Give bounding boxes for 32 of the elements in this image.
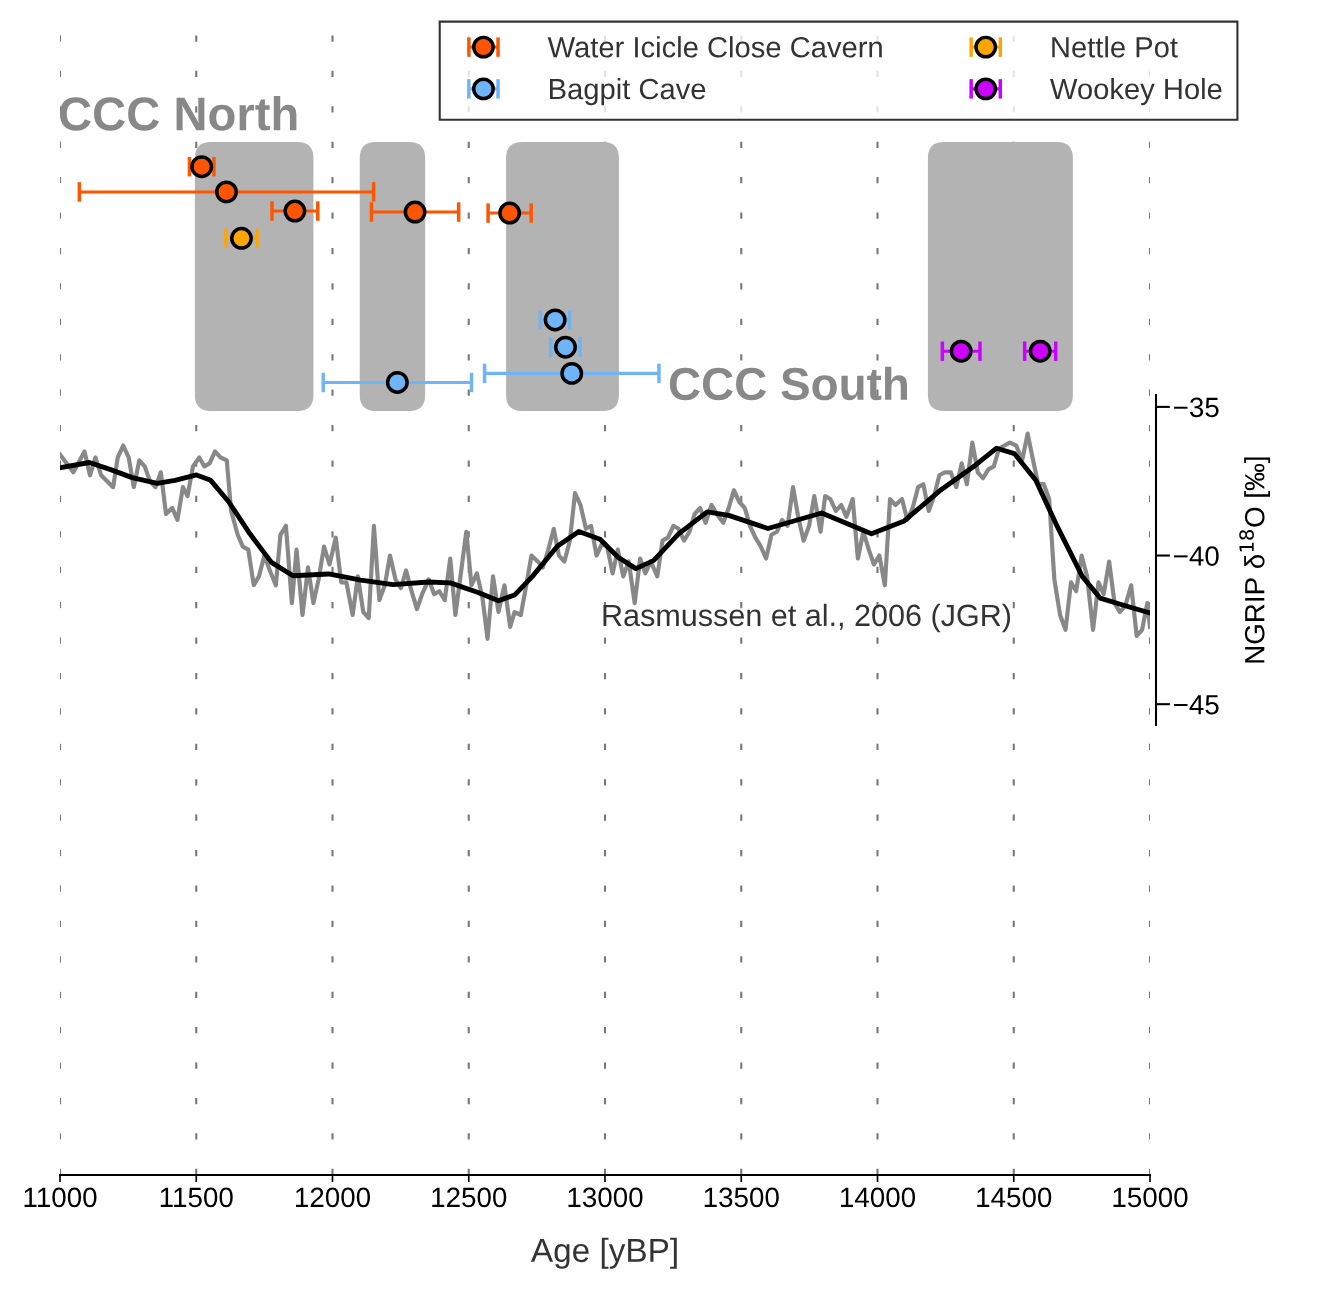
x-tick-label: 11000	[24, 1187, 97, 1208]
x-tick-label: 13000	[568, 1187, 643, 1208]
point	[949, 339, 973, 363]
point	[403, 200, 427, 224]
x-tick-label: 12500	[432, 1187, 507, 1208]
point	[230, 226, 253, 250]
y-tick-label: −40	[1174, 546, 1219, 566]
point	[215, 180, 238, 204]
text: CCC North	[59, 95, 297, 131]
x-tick-label: 12000	[296, 1187, 371, 1208]
x-tick-label: 14000	[841, 1187, 916, 1208]
legend-label: Bagpit Cave	[550, 77, 706, 106]
point	[554, 335, 577, 359]
x-axis-title: Age [yBP]	[530, 1237, 677, 1269]
point	[543, 308, 567, 332]
point	[283, 199, 307, 223]
annotation: CCC South	[669, 366, 908, 401]
point	[498, 201, 522, 225]
y-tick-label: −45	[1174, 695, 1219, 715]
point	[1028, 339, 1052, 363]
y-tick-label: −35	[1174, 397, 1219, 418]
y-axis-title: NGRIP δ$^{18}$O [‰]	[1239, 457, 1271, 663]
legend-label: Nettle Pot	[1052, 36, 1178, 58]
annotation: Rasmussen et al., 2006 (JGR)	[603, 603, 1011, 633]
x-tick-label: 14500	[977, 1187, 1052, 1208]
point	[385, 371, 409, 394]
x-tick-label: 15000	[1113, 1187, 1188, 1208]
x-tick-label: 11500	[160, 1187, 233, 1208]
point	[560, 361, 584, 385]
x-tick-label: 13500	[704, 1187, 779, 1208]
legend-label: Water Icicle Close Cavern	[547, 36, 882, 58]
legend-label: Wookey Hole	[1050, 77, 1222, 106]
